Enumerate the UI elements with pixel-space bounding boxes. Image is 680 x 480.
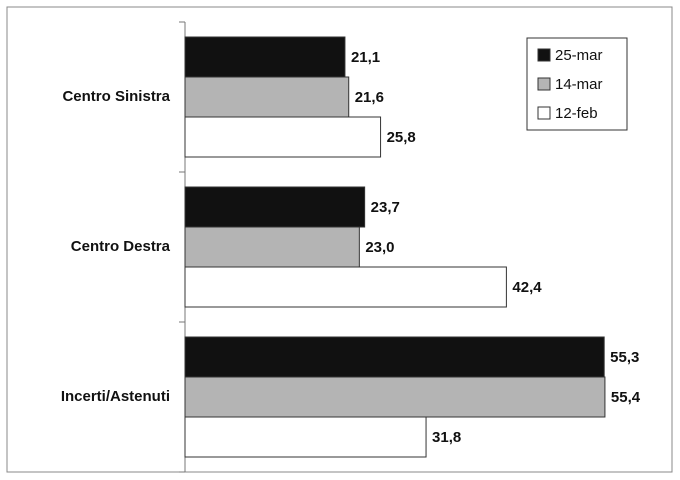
legend: 25-mar 14-mar 12-feb [526, 37, 628, 131]
legend-swatch [537, 48, 551, 62]
bar [184, 416, 427, 458]
legend-swatch [537, 106, 551, 120]
bar [184, 186, 366, 228]
value-label: 55,3 [610, 349, 639, 366]
bar [184, 376, 606, 418]
bar [184, 266, 507, 308]
value-label: 23,7 [371, 199, 400, 216]
category-label: Incerti/Astenuti [61, 388, 170, 405]
value-label: 23,0 [365, 239, 394, 256]
bar [184, 226, 360, 268]
category-label: Centro Sinistra [62, 88, 170, 105]
bar [184, 36, 346, 78]
legend-label: 25-mar [555, 47, 603, 64]
legend-label: 14-mar [555, 76, 603, 93]
category-label: Centro Destra [71, 238, 171, 255]
value-label: 31,8 [432, 429, 461, 446]
bar [184, 336, 605, 378]
value-label: 42,4 [512, 279, 542, 296]
value-label: 55,4 [611, 389, 641, 406]
legend-swatch [537, 77, 551, 91]
legend-label: 12-feb [555, 105, 598, 122]
value-label: 25,8 [387, 129, 416, 146]
value-label: 21,1 [351, 49, 380, 66]
value-label: 21,6 [355, 89, 384, 106]
bar [184, 116, 382, 158]
bar [184, 76, 350, 118]
